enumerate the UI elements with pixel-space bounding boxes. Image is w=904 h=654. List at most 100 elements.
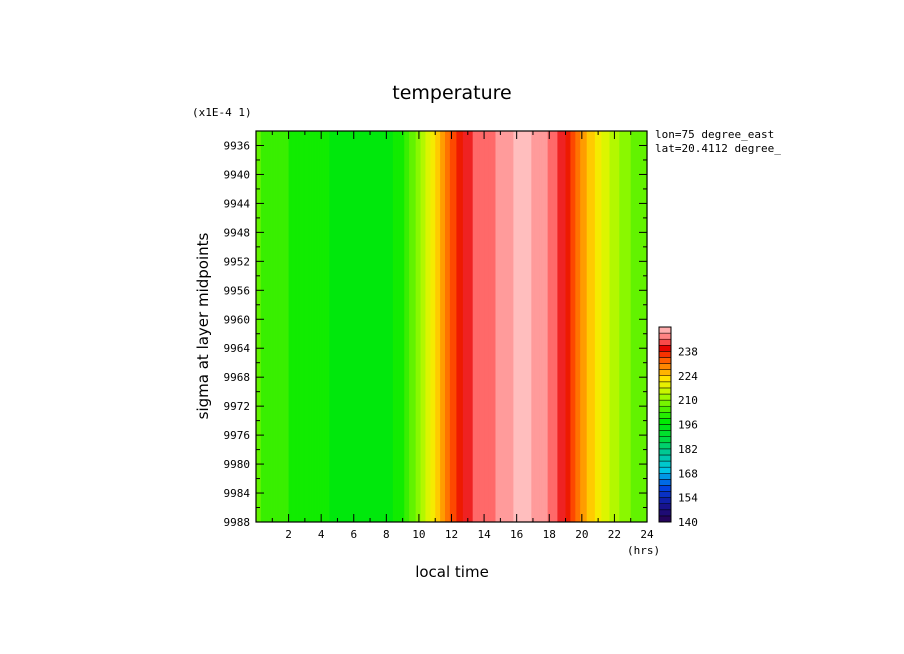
contour-band — [637, 131, 640, 522]
contour-band — [347, 131, 350, 522]
contour-band — [265, 131, 268, 522]
colorbar-tick-label: 196 — [678, 419, 698, 432]
contour-band — [337, 131, 340, 522]
contour-band — [513, 131, 516, 522]
contour-band — [412, 131, 415, 522]
contour-band — [449, 131, 453, 522]
colorbar-tick-label: 154 — [678, 492, 698, 505]
contour-band — [462, 131, 466, 522]
contour-band — [376, 131, 379, 522]
contour-band — [443, 131, 446, 522]
contour-band — [632, 131, 635, 522]
colorbar-swatch — [658, 460, 672, 468]
contour-band — [330, 131, 334, 522]
contour-band — [606, 131, 609, 522]
contour-band — [319, 131, 322, 522]
contour-band — [475, 131, 479, 522]
contour-band — [604, 131, 607, 522]
x-tick-label: 4 — [318, 528, 325, 541]
contour-band — [290, 131, 293, 522]
contour-band — [264, 131, 267, 522]
contour-band — [575, 131, 578, 522]
contour-band — [355, 131, 358, 522]
colorbar-frame — [658, 326, 672, 523]
contour-band — [519, 131, 523, 522]
contour-band — [405, 131, 409, 522]
contour-band — [283, 131, 286, 522]
contour-band — [324, 131, 327, 522]
contour-band — [366, 131, 370, 522]
colorbar-swatch — [658, 430, 672, 437]
contour-band — [562, 131, 565, 522]
contour-band — [350, 131, 353, 522]
colorbar-swatch — [658, 375, 672, 383]
y-tick-label: 9976 — [224, 429, 251, 442]
contour-band — [267, 131, 270, 522]
colorbar-swatch — [658, 491, 672, 498]
contour-band — [591, 131, 594, 522]
colorbar-swatch — [658, 332, 672, 340]
contour-band — [396, 131, 399, 522]
contour-band — [361, 131, 365, 522]
contour-band — [534, 131, 537, 522]
colorbar-swatch — [658, 357, 672, 364]
colorbar-tick-label: 224 — [678, 370, 698, 383]
contour-band — [469, 131, 472, 522]
colorbar-swatch — [658, 418, 672, 425]
contour-band — [298, 131, 301, 522]
contour-band — [635, 131, 638, 522]
contour-band — [414, 131, 417, 522]
x-tick-label: 24 — [640, 528, 654, 541]
contour-band — [409, 131, 412, 522]
contour-band — [531, 131, 534, 522]
contour-band — [402, 131, 405, 522]
contour-band — [428, 131, 431, 522]
contour-band — [423, 131, 427, 522]
contour-band — [537, 131, 541, 522]
contour-band — [438, 131, 441, 522]
contour-band — [378, 131, 381, 522]
x-tick-label: 20 — [575, 528, 588, 541]
contour-band — [485, 131, 488, 522]
contour-band — [278, 131, 282, 522]
contour-band — [444, 131, 448, 522]
contour-band — [625, 131, 629, 522]
contour-band — [383, 131, 386, 522]
contour-band — [410, 131, 413, 522]
contour-band — [609, 131, 612, 522]
x-tick-label: 22 — [608, 528, 621, 541]
colorbar-swatch — [658, 479, 672, 486]
y-tick-label: 9984 — [224, 487, 251, 500]
contour-band — [480, 131, 484, 522]
contour-band — [541, 131, 544, 522]
contour-band — [603, 131, 606, 522]
contour-band — [415, 131, 418, 522]
contour-band — [477, 131, 480, 522]
y-tick-label: 9948 — [224, 226, 251, 239]
contour-band — [379, 131, 383, 522]
contour-band — [622, 131, 625, 522]
contour-band — [417, 131, 420, 522]
contour-band — [448, 131, 451, 522]
colorbar-swatch — [658, 442, 672, 450]
contour-band — [547, 131, 550, 522]
y-tick-label: 9944 — [224, 197, 251, 210]
contour-band — [303, 131, 306, 522]
axis-ticks — [256, 130, 647, 523]
contour-band — [269, 131, 272, 522]
contour-band — [363, 131, 366, 522]
contour-band — [273, 131, 277, 522]
colorbar-swatch — [658, 485, 672, 492]
contour-band — [391, 131, 394, 522]
contour-band — [549, 131, 552, 522]
contour-band — [599, 131, 602, 522]
contour-band — [301, 131, 304, 522]
contour-band — [638, 131, 642, 522]
contour-band — [511, 131, 515, 522]
contour-band — [430, 131, 433, 522]
colorbar-swatch — [658, 345, 672, 352]
contour-band — [498, 131, 501, 522]
contour-band — [392, 131, 396, 522]
contour-band — [374, 131, 378, 522]
